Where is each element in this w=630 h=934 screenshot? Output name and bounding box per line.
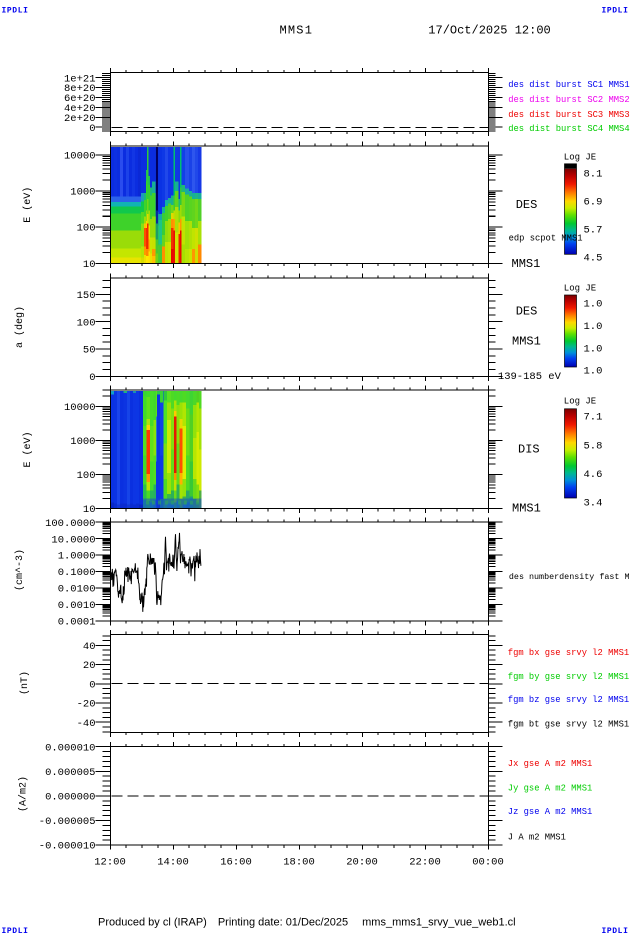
svg-text:100: 100 [77, 223, 96, 235]
svg-text:10000: 10000 [64, 150, 96, 162]
svg-text:edp scpot MMS1: edp scpot MMS1 [509, 234, 583, 244]
svg-text:5.8: 5.8 [584, 440, 603, 452]
svg-text:Jx gse A m2 MMS1: Jx gse A m2 MMS1 [508, 759, 592, 769]
svg-text:fgm bx gse srvy l2 MMS1: fgm bx gse srvy l2 MMS1 [508, 648, 629, 658]
svg-text:Log JE: Log JE [564, 397, 596, 407]
svg-text:0.1000: 0.1000 [58, 567, 96, 579]
svg-text:Jy gse A m2 MMS1: Jy gse A m2 MMS1 [508, 783, 592, 793]
svg-text:J A m2 MMS1: J A m2 MMS1 [508, 833, 566, 843]
svg-text:MMS1: MMS1 [512, 502, 541, 516]
svg-text:100: 100 [77, 470, 96, 482]
svg-text:12:00: 12:00 [94, 857, 126, 869]
svg-text:IPDLI: IPDLI [601, 7, 628, 16]
svg-text:1e+21: 1e+21 [64, 73, 96, 85]
svg-text:1000: 1000 [70, 187, 95, 199]
svg-text:22:00: 22:00 [409, 857, 441, 869]
svg-text:150: 150 [77, 290, 96, 302]
svg-text:0: 0 [89, 372, 95, 384]
svg-text:3.4: 3.4 [584, 497, 603, 509]
svg-text:40: 40 [83, 641, 96, 653]
svg-text:50: 50 [83, 345, 96, 357]
svg-text:DIS: DIS [518, 442, 540, 456]
svg-text:0: 0 [89, 123, 95, 135]
svg-text:1.0: 1.0 [584, 343, 603, 355]
svg-text:1.0000: 1.0000 [58, 551, 96, 563]
svg-text:1.0: 1.0 [584, 299, 603, 311]
svg-text:-40: -40 [77, 718, 96, 730]
svg-text:DES: DES [516, 198, 538, 212]
svg-text:0.000000: 0.000000 [45, 792, 95, 804]
svg-text:Produced by cl (IRAP) Printin: Produced by cl (IRAP) Printing date: 01/… [98, 917, 516, 929]
svg-text:4.6: 4.6 [584, 469, 603, 481]
svg-text:MMS1: MMS1 [512, 334, 541, 348]
svg-text:1.0: 1.0 [584, 366, 603, 378]
svg-text:des dist burst SC2 MMS2: des dist burst SC2 MMS2 [508, 95, 629, 105]
svg-text:5.7: 5.7 [584, 225, 603, 237]
svg-text:10: 10 [83, 259, 96, 271]
svg-text:139-185 eV: 139-185 eV [498, 371, 562, 383]
svg-text:00:00: 00:00 [472, 857, 504, 869]
svg-text:0.000005: 0.000005 [45, 767, 95, 779]
svg-text:DES: DES [516, 305, 538, 319]
svg-text:IPDLI: IPDLI [601, 927, 628, 934]
svg-text:a (deg): a (deg) [14, 306, 26, 348]
svg-text:-20: -20 [77, 699, 96, 711]
svg-text:des numberdensity fast MMS1: des numberdensity fast MMS1 [509, 572, 630, 582]
svg-text:IPDLI: IPDLI [2, 7, 29, 16]
svg-text:fgm by gse srvy l2 MMS1: fgm by gse srvy l2 MMS1 [508, 672, 629, 682]
svg-text:10000: 10000 [64, 402, 96, 414]
svg-text:MMS1: MMS1 [280, 24, 314, 38]
svg-text:IPDLI: IPDLI [2, 927, 29, 934]
svg-text:20:00: 20:00 [346, 857, 378, 869]
svg-text:0.0010: 0.0010 [58, 600, 96, 612]
svg-text:fgm bz gse srvy l2 MMS1: fgm bz gse srvy l2 MMS1 [508, 695, 629, 705]
svg-text:des dist burst SC4 MMS4: des dist burst SC4 MMS4 [508, 124, 629, 134]
svg-text:6e+20: 6e+20 [64, 93, 96, 105]
svg-text:Log JE: Log JE [564, 153, 596, 163]
svg-text:1000: 1000 [70, 436, 95, 448]
svg-text:Log JE: Log JE [564, 284, 596, 294]
svg-text:7.1: 7.1 [584, 412, 603, 424]
svg-text:Jz gse A m2 MMS1: Jz gse A m2 MMS1 [508, 807, 592, 817]
svg-text:100.0000: 100.0000 [45, 518, 95, 530]
svg-text:20: 20 [83, 660, 96, 672]
svg-text:4.5: 4.5 [584, 252, 603, 264]
svg-text:4e+20: 4e+20 [64, 103, 96, 115]
svg-text:8e+20: 8e+20 [64, 83, 96, 95]
svg-text:(nT): (nT) [19, 671, 31, 695]
svg-text:E (eV): E (eV) [22, 431, 34, 467]
svg-text:0: 0 [89, 679, 95, 691]
svg-text:8.1: 8.1 [584, 169, 603, 181]
svg-text:1.0: 1.0 [584, 321, 603, 333]
svg-text:16:00: 16:00 [220, 857, 252, 869]
svg-text:(A/m2): (A/m2) [18, 776, 30, 812]
svg-text:(cm^-3): (cm^-3) [14, 549, 26, 591]
svg-text:10: 10 [83, 504, 96, 516]
svg-text:0.000010: 0.000010 [45, 742, 95, 754]
svg-text:100: 100 [77, 317, 96, 329]
svg-text:18:00: 18:00 [283, 857, 315, 869]
svg-text:fgm bt gse srvy l2 MMS1: fgm bt gse srvy l2 MMS1 [508, 720, 629, 730]
svg-text:des dist burst SC1 MMS1: des dist burst SC1 MMS1 [508, 80, 629, 90]
svg-text:10.0000: 10.0000 [51, 534, 95, 546]
svg-text:17/Oct/2025 12:00: 17/Oct/2025 12:00 [428, 24, 550, 38]
svg-text:14:00: 14:00 [157, 857, 189, 869]
svg-text:-0.000005: -0.000005 [39, 816, 96, 828]
svg-text:MMS1: MMS1 [512, 257, 541, 271]
svg-text:des dist burst SC3 MMS3: des dist burst SC3 MMS3 [508, 110, 629, 120]
svg-text:0.0100: 0.0100 [58, 584, 96, 596]
svg-text:0.0001: 0.0001 [58, 617, 96, 629]
svg-text:-0.000010: -0.000010 [39, 841, 96, 853]
svg-text:6.9: 6.9 [584, 197, 603, 209]
svg-text:2e+20: 2e+20 [64, 113, 96, 125]
svg-text:E (eV): E (eV) [22, 187, 34, 223]
